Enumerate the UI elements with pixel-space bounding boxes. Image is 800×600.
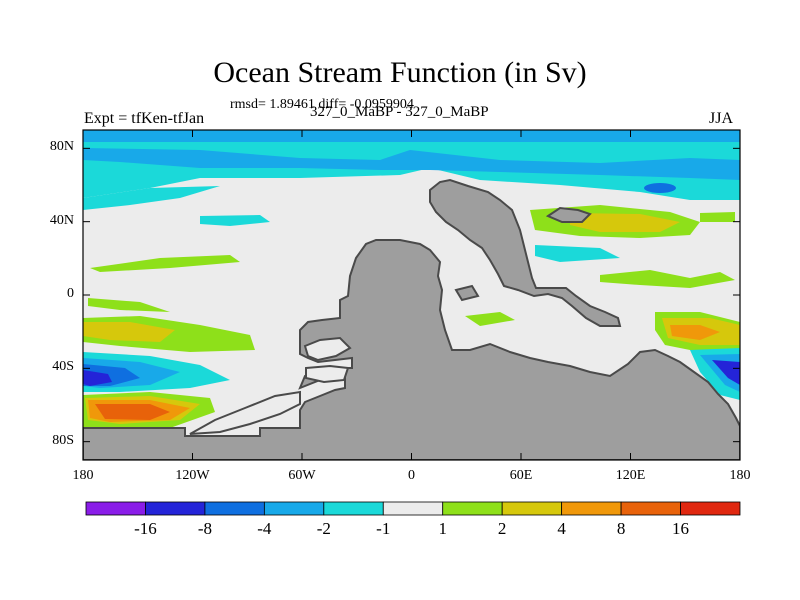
- colorbar-label: 8: [616, 519, 626, 538]
- x-tick-label: 60W: [288, 468, 316, 483]
- colorbar-swatch: [501, 501, 563, 516]
- land-main-continent: [83, 239, 740, 460]
- y-tick-label: 80N: [49, 139, 74, 155]
- contour-southern-ocean-core: [83, 370, 112, 386]
- chart-title: Ocean Stream Function (in Sv): [213, 56, 587, 89]
- contour-arctic-stronger: [83, 148, 740, 180]
- chart-subtitle: 327_0_MaBP - 327_0_MaBP: [310, 104, 489, 120]
- colorbar-label: 16: [672, 519, 690, 538]
- contour-north-pacific: [83, 186, 220, 210]
- contour-far-south-core: [95, 404, 170, 420]
- colorbar-label: 1: [438, 519, 447, 538]
- contour-arctic-spot: [644, 183, 676, 193]
- contour-south-pacific-core: [83, 322, 175, 342]
- colorbar-label: -16: [134, 519, 157, 538]
- x-tick-label: 120E: [615, 468, 646, 483]
- x-tick-label: 0: [408, 468, 415, 483]
- experiment-label: Expt = tfKen-tfJan: [84, 110, 205, 127]
- contour-east-asia-core: [570, 213, 680, 232]
- inner-sea-1: [189, 390, 301, 435]
- inner-sea-3: [305, 364, 350, 384]
- land-north-island: [545, 206, 592, 223]
- colorbar-swatch: [85, 501, 146, 516]
- colorbar: [85, 501, 741, 516]
- colorbar-swatch: [561, 501, 622, 516]
- x-tick-label: 180: [729, 468, 751, 483]
- y-tick-label: 40N: [49, 212, 74, 228]
- contour-subtropic-negative: [535, 245, 620, 262]
- land-small-island: [454, 284, 480, 302]
- contour-indian-small: [465, 312, 515, 326]
- colorbar-swatch: [323, 501, 384, 516]
- contour-north-pacific-small: [200, 215, 270, 226]
- x-tick-label: 180: [72, 468, 94, 483]
- season-label: JJA: [709, 110, 734, 127]
- colorbar-swatch: [145, 501, 206, 516]
- colorbar-swatch: [680, 501, 741, 516]
- colorbar-label: -8: [197, 519, 212, 538]
- contour-pacific-streak: [90, 255, 240, 272]
- x-tick-label: 60E: [509, 468, 533, 483]
- colorbar-swatch: [620, 501, 681, 516]
- contour-east-indian-high: [670, 325, 720, 340]
- inner-sea-2: [303, 336, 352, 362]
- contour-east-asia-tongue: [700, 212, 735, 222]
- contour-east-southern-core: [712, 360, 740, 385]
- land-eurasia: [429, 178, 622, 327]
- colorbar-swatch: [263, 501, 325, 516]
- colorbar-swatch: [382, 501, 444, 516]
- contour-pacific-streak-2: [88, 298, 170, 312]
- y-tick-label: 0: [67, 286, 74, 301]
- y-tick-label: 80S: [52, 432, 74, 448]
- axis-ticks: [82, 130, 741, 460]
- colorbar-label: -4: [257, 519, 272, 538]
- colorbar-label: -2: [316, 519, 331, 538]
- colorbar-swatch: [204, 501, 265, 516]
- colorbar-swatch: [442, 501, 503, 516]
- colorbar-label: 4: [557, 519, 566, 538]
- contour-indian-streak: [600, 270, 735, 288]
- colorbar-label: -1: [376, 519, 391, 538]
- stats-text: rmsd= 1.89461 diff= -0.0959904: [230, 97, 414, 112]
- colorbar-label: 2: [497, 519, 507, 538]
- y-tick-label: 40S: [52, 359, 74, 375]
- x-tick-label: 120W: [175, 468, 210, 483]
